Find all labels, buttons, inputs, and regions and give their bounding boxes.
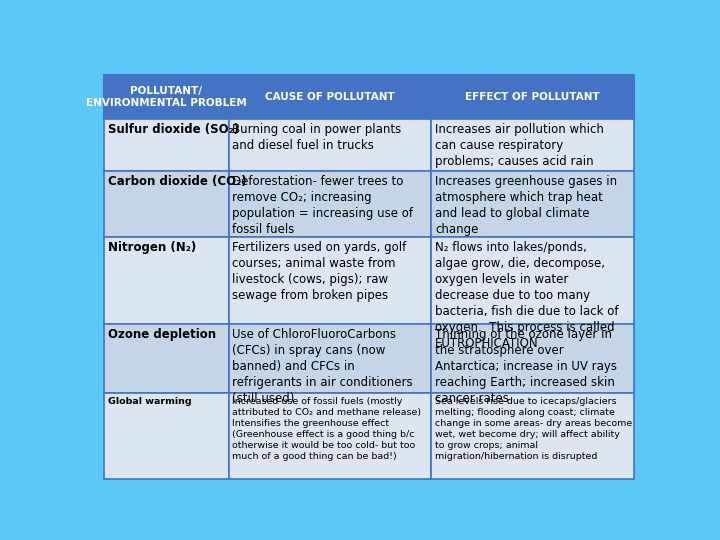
Bar xyxy=(431,171,634,237)
Text: Increases greenhouse gases in
atmosphere which trap heat
and lead to global clim: Increases greenhouse gases in atmosphere… xyxy=(435,176,617,237)
Bar xyxy=(431,393,634,478)
Bar xyxy=(104,393,228,478)
Text: Fertilizers used on yards, golf
courses; animal waste from
livestock (cows, pigs: Fertilizers used on yards, golf courses;… xyxy=(233,241,407,302)
Text: Thinning of the ozone layer in
the stratosphere over
Antarctica; increase in UV : Thinning of the ozone layer in the strat… xyxy=(435,328,617,406)
Bar xyxy=(228,237,431,324)
Text: Increases air pollution which
can cause respiratory
problems; causes acid rain: Increases air pollution which can cause … xyxy=(435,124,604,168)
Text: Global warming: Global warming xyxy=(108,397,192,406)
Text: Carbon dioxide (CO₂): Carbon dioxide (CO₂) xyxy=(108,176,246,188)
Bar xyxy=(104,75,228,119)
Text: POLLUTANT/
ENVIRONMENTAL PROBLEM: POLLUTANT/ ENVIRONMENTAL PROBLEM xyxy=(86,86,247,108)
Bar xyxy=(228,171,431,237)
Bar xyxy=(431,75,634,119)
Bar xyxy=(104,171,228,237)
Text: Burning coal in power plants
and diesel fuel in trucks: Burning coal in power plants and diesel … xyxy=(233,124,402,152)
Bar xyxy=(104,119,228,171)
Text: Use of ChloroFluoroCarbons
(CFCs) in spray cans (now
banned) and CFCs in
refrige: Use of ChloroFluoroCarbons (CFCs) in spr… xyxy=(233,328,413,406)
Text: CAUSE OF POLLUTANT: CAUSE OF POLLUTANT xyxy=(265,92,395,102)
Text: Increased use of fossil fuels (mostly
attributed to CO₂ and methane release)
Int: Increased use of fossil fuels (mostly at… xyxy=(233,397,421,461)
Bar xyxy=(431,237,634,324)
Text: EFFECT OF POLLUTANT: EFFECT OF POLLUTANT xyxy=(465,92,600,102)
Bar xyxy=(228,75,431,119)
Bar xyxy=(431,119,634,171)
Text: Deforestation- fewer trees to
remove CO₂; increasing
population = increasing use: Deforestation- fewer trees to remove CO₂… xyxy=(233,176,413,237)
Bar xyxy=(104,237,228,324)
Text: N₂ flows into lakes/ponds,
algae grow, die, decompose,
oxygen levels in water
de: N₂ flows into lakes/ponds, algae grow, d… xyxy=(435,241,618,350)
Bar xyxy=(431,324,634,393)
Text: Sulfur dioxide (SO₂): Sulfur dioxide (SO₂) xyxy=(108,124,239,137)
Bar xyxy=(228,393,431,478)
Text: Nitrogen (N₂): Nitrogen (N₂) xyxy=(108,241,196,254)
Text: Ozone depletion: Ozone depletion xyxy=(108,328,216,341)
Bar xyxy=(228,324,431,393)
Text: Sea levels rise due to icecaps/glaciers
melting; flooding along coast; climate
c: Sea levels rise due to icecaps/glaciers … xyxy=(435,397,632,461)
Bar xyxy=(104,324,228,393)
Bar xyxy=(228,119,431,171)
